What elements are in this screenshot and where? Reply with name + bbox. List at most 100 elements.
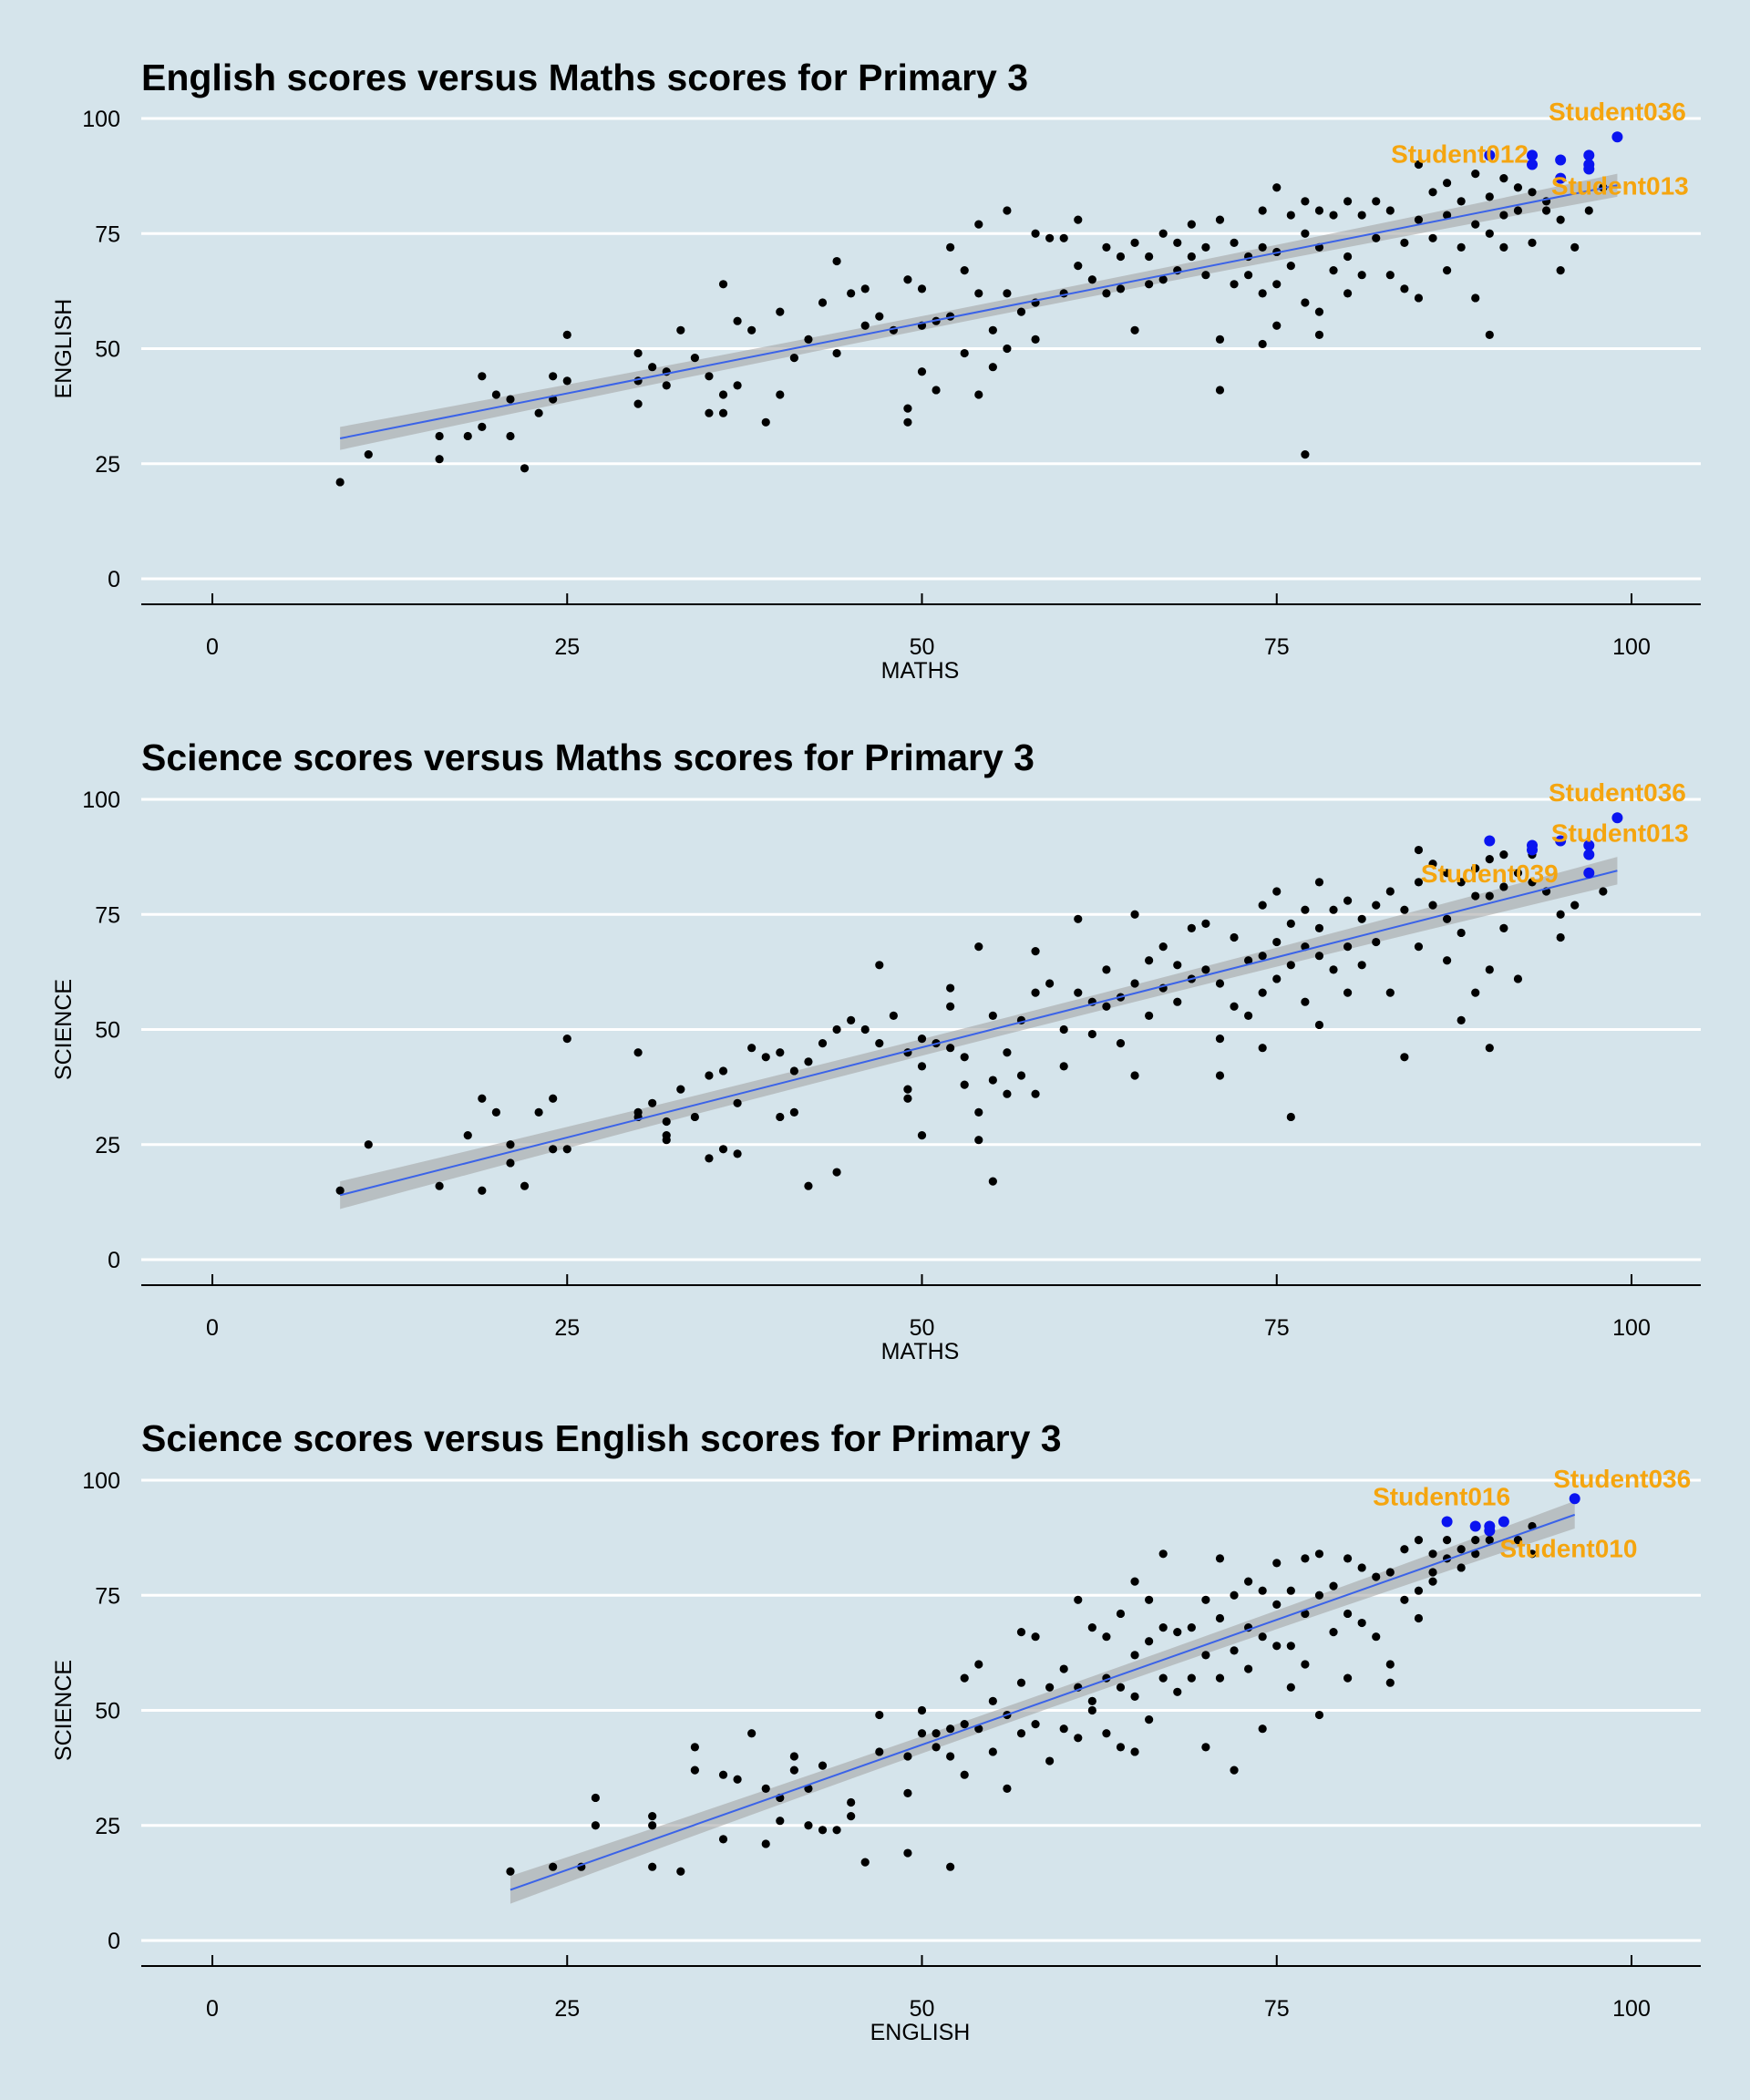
data-point [1528,1549,1537,1559]
data-point [1528,878,1537,887]
data-point [1031,335,1040,344]
data-point [804,1057,813,1066]
data-point [1074,988,1083,997]
data-point [917,1062,927,1071]
data-point [1442,914,1452,923]
data-point [1400,1053,1409,1062]
data-point [1116,1039,1126,1048]
data-point [1414,293,1424,303]
data-point [1158,229,1168,238]
data-point [1272,321,1282,330]
data-point [1258,988,1267,997]
data-point [1314,307,1324,316]
x-axis-label: MATHS [881,1339,960,1364]
chart-title: English scores versus Maths scores for P… [141,57,1028,98]
data-point [776,1048,785,1057]
data-point [960,348,969,358]
data-point [1400,905,1409,914]
highlight-point [1555,154,1567,166]
data-point [1045,1683,1055,1692]
data-point [1102,289,1111,298]
data-point [889,1011,898,1020]
data-point [662,381,671,390]
point-annotation: Student013 [1551,172,1689,201]
data-point [875,1710,884,1720]
y-tick-label: 100 [82,788,120,813]
data-point [534,1107,543,1117]
data-point [1385,271,1395,280]
data-point [1272,1600,1282,1609]
data-point [1385,1568,1395,1577]
data-point [1016,1071,1026,1080]
x-tick-label: 50 [910,1315,935,1341]
data-point [1087,275,1096,284]
y-tick-label: 0 [108,1929,120,1954]
data-point [1230,1765,1239,1775]
data-point [1457,197,1466,206]
data-point [946,1724,955,1734]
data-point [1442,956,1452,965]
data-point [776,1112,785,1122]
highlight-point [1583,163,1595,175]
data-point [1471,1536,1480,1545]
data-point [1173,961,1182,970]
data-point [1499,923,1508,933]
data-point [1244,271,1253,280]
data-point [1414,215,1424,224]
data-point [1230,1002,1239,1011]
data-point [562,1145,571,1154]
data-point [1400,1595,1409,1604]
data-point [917,1705,927,1715]
data-point [1158,1623,1168,1632]
data-point [1599,887,1608,896]
data-point [1059,1062,1068,1071]
trend-line [339,870,1618,1197]
data-point [718,280,728,289]
data-point [1215,979,1225,988]
data-point [705,408,714,417]
data-point [860,1858,870,1867]
data-point [1173,997,1182,1006]
data-point [1003,289,1012,298]
data-point [1215,1673,1225,1683]
chart-panel-1: English scores versus Maths scores for P… [51,57,1701,684]
y-tick-label: 0 [108,1248,120,1273]
data-point [1414,1586,1424,1595]
data-point [960,1053,969,1062]
data-point [1158,1673,1168,1683]
data-point [1513,183,1523,192]
data-point [1428,233,1437,242]
data-point [1400,1545,1409,1554]
data-point [1130,979,1139,988]
data-point [1301,1609,1310,1619]
data-point [1499,850,1508,860]
data-point [903,1848,912,1858]
data-point [974,1660,983,1669]
data-point [1130,1577,1139,1586]
data-point [1485,330,1494,339]
data-point [1314,1590,1324,1600]
data-point [1215,1071,1225,1080]
data-point [1414,1536,1424,1545]
data-point [1343,197,1353,206]
data-point [946,1752,955,1761]
data-point [932,1743,941,1752]
data-point [974,220,983,229]
data-point [1457,242,1466,252]
y-tick-label: 100 [82,1468,120,1494]
data-point [1513,974,1523,983]
data-point [733,1149,742,1158]
data-point [562,330,571,339]
data-point [1513,869,1523,878]
y-tick-label: 75 [95,1583,120,1609]
data-point [1556,910,1565,919]
data-point [946,983,955,993]
data-point [1485,192,1494,201]
data-point [1428,860,1437,869]
data-point [718,408,728,417]
trend-line [339,184,1618,439]
data-point [676,1867,685,1876]
data-point [562,1035,571,1044]
data-point [690,1112,699,1122]
highlight-point [1527,149,1539,161]
